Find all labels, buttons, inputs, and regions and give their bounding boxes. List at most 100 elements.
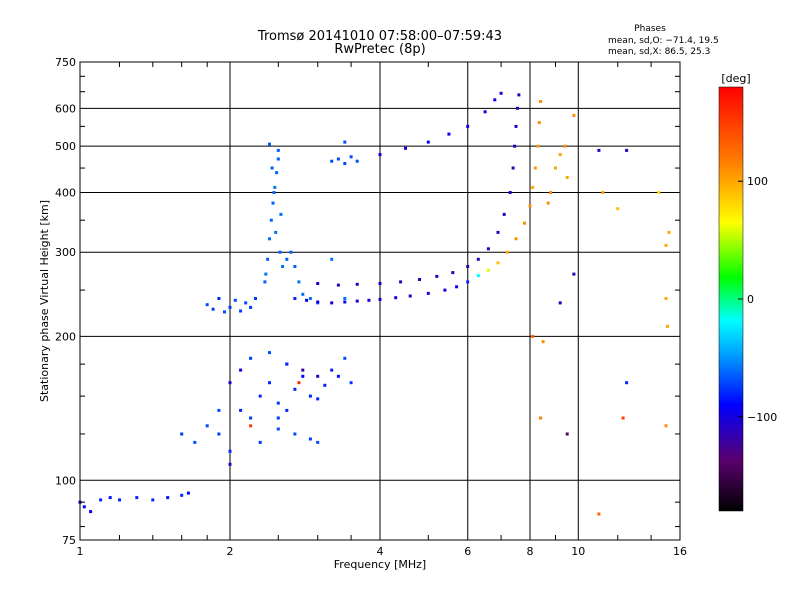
scatter-point xyxy=(537,121,541,125)
scatter-point xyxy=(558,153,562,157)
scatter-point xyxy=(223,310,226,314)
scatter-point xyxy=(486,247,490,251)
scatter-point xyxy=(330,368,334,372)
scatter-point xyxy=(394,296,398,300)
scatter-point xyxy=(408,294,412,298)
scatter-point xyxy=(531,185,535,189)
scatter-point xyxy=(404,146,407,150)
x-tick-label: 2 xyxy=(227,545,234,558)
scatter-point xyxy=(228,462,232,466)
scatter-point xyxy=(505,250,509,254)
scatter-point xyxy=(308,297,312,300)
y-tick-label: 75 xyxy=(62,534,76,547)
scatter-point xyxy=(514,124,518,128)
plot-frame xyxy=(79,61,681,541)
scatter-point xyxy=(239,368,243,372)
scatter-point xyxy=(239,309,243,313)
scatter-point xyxy=(276,427,280,431)
colorbar-tick-label: −100 xyxy=(747,411,777,424)
scatter-point xyxy=(336,283,340,287)
scatter-point xyxy=(349,381,353,385)
scatter-point xyxy=(511,166,515,170)
scatter-point xyxy=(297,280,301,284)
scatter-point xyxy=(166,496,170,500)
scatter-point xyxy=(118,498,121,502)
scatter-point xyxy=(625,381,629,385)
scatter-point xyxy=(483,110,487,114)
scatter-point xyxy=(244,301,248,305)
scatter-point xyxy=(443,288,447,292)
scatter-point xyxy=(514,237,518,241)
scatter-point xyxy=(499,91,503,95)
x-tick-label: 6 xyxy=(464,545,471,558)
scatter-point xyxy=(355,299,359,303)
scatter-point xyxy=(451,271,455,275)
scatter-point xyxy=(597,148,601,152)
scatter-point xyxy=(466,265,470,268)
scatter-point xyxy=(601,191,605,194)
scatter-point xyxy=(228,381,232,385)
y-tick-label: 600 xyxy=(55,102,76,115)
scatter-point xyxy=(554,166,557,170)
scatter-point xyxy=(541,340,545,344)
scatter-point xyxy=(293,265,297,268)
scatter-point xyxy=(293,297,297,300)
y-tick-label: 500 xyxy=(55,140,76,153)
chart-title: Tromsø 20141010 07:58:00–07:59:43 xyxy=(257,29,502,44)
scatter-point xyxy=(180,493,184,497)
scatter-point xyxy=(466,280,470,284)
scatter-point xyxy=(496,230,500,234)
scatter-point xyxy=(517,93,521,97)
scatter-point xyxy=(228,305,232,309)
scatter-point xyxy=(536,144,540,148)
scatter-point xyxy=(539,100,543,103)
scatter-point xyxy=(330,159,334,163)
scatter-point xyxy=(330,301,334,305)
colorbar-tick-label: 100 xyxy=(747,175,768,188)
scatter-point xyxy=(399,280,403,284)
scatter-point xyxy=(597,512,601,516)
scatter-point xyxy=(108,496,112,500)
scatter-point xyxy=(666,324,669,328)
scatter-point xyxy=(193,440,197,444)
scatter-point xyxy=(378,153,382,157)
chart-subtitle: RwPretec (8p) xyxy=(334,42,425,57)
scatter-point xyxy=(239,408,243,412)
scatter-point xyxy=(616,207,620,211)
scatter-point xyxy=(447,132,451,136)
scatter-point xyxy=(271,201,275,205)
scatter-point xyxy=(558,301,562,305)
scatter-point xyxy=(285,408,289,412)
scatter-point xyxy=(270,166,274,170)
scatter-point xyxy=(435,274,439,278)
scatter-point xyxy=(135,496,139,500)
y-tick-label: 200 xyxy=(55,330,76,343)
scatter-point xyxy=(278,250,282,254)
scatter-point xyxy=(508,191,512,194)
scatter-point xyxy=(217,297,221,300)
scatter-point xyxy=(276,157,280,161)
scatter-point xyxy=(343,297,347,300)
scatter-point xyxy=(355,282,359,286)
y-tick-label: 400 xyxy=(55,186,76,199)
scatter-point xyxy=(268,142,271,146)
scatter-point xyxy=(565,432,569,436)
scatter-point xyxy=(355,159,359,163)
scatter-point xyxy=(268,351,271,355)
colorbar-ticks: 100 0 −100 xyxy=(738,175,777,424)
scatter-point xyxy=(533,166,537,170)
scatter-point xyxy=(572,272,576,276)
y-axis-label: Stationary phase Virtual Height [km] xyxy=(38,200,51,402)
scatter-point xyxy=(316,282,320,285)
scatter-point xyxy=(279,212,283,216)
scatter-point xyxy=(531,334,535,338)
scatter-point xyxy=(268,381,271,385)
scatter-point xyxy=(285,362,289,366)
scatter-point xyxy=(330,257,334,261)
scatter-point xyxy=(301,368,305,372)
scatter-point xyxy=(418,278,421,281)
scatter-point xyxy=(336,374,340,378)
scatter-point xyxy=(285,257,289,261)
scatter-point xyxy=(336,157,340,161)
scatter-point xyxy=(664,297,668,300)
